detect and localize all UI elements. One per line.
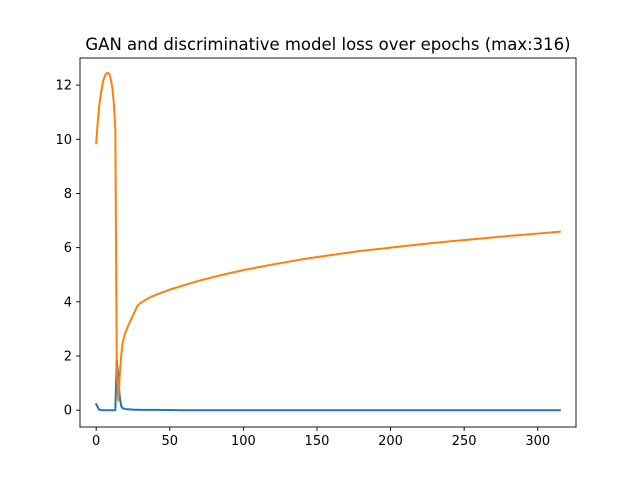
x-tick-label: 100: [231, 434, 256, 449]
axis-layer: 0 50 100 150 200 250 300 0 2 4 6 8 10 12: [55, 57, 577, 449]
series-line-2: [95, 71, 561, 402]
x-tick-label: 300: [525, 434, 550, 449]
x-tick-label: 150: [305, 434, 330, 449]
series-line-1: [94, 359, 561, 412]
x-tick-label: 0: [92, 434, 100, 449]
y-tick-label: 8: [64, 187, 72, 202]
y-tick-label: 12: [55, 79, 72, 94]
x-tick-label: 200: [378, 434, 403, 449]
y-tick-label: 4: [64, 295, 72, 310]
series-layer: [94, 71, 561, 412]
plot-frame: [79, 57, 577, 428]
chart-title: GAN and discriminative model loss over e…: [85, 35, 570, 54]
x-tick-label: 50: [162, 434, 179, 449]
y-tick-label: 0: [64, 404, 72, 419]
y-tick-label: 10: [55, 133, 72, 148]
y-tick-label: 2: [64, 350, 72, 365]
x-tick-label: 250: [452, 434, 477, 449]
y-tick-label: 6: [64, 241, 72, 256]
